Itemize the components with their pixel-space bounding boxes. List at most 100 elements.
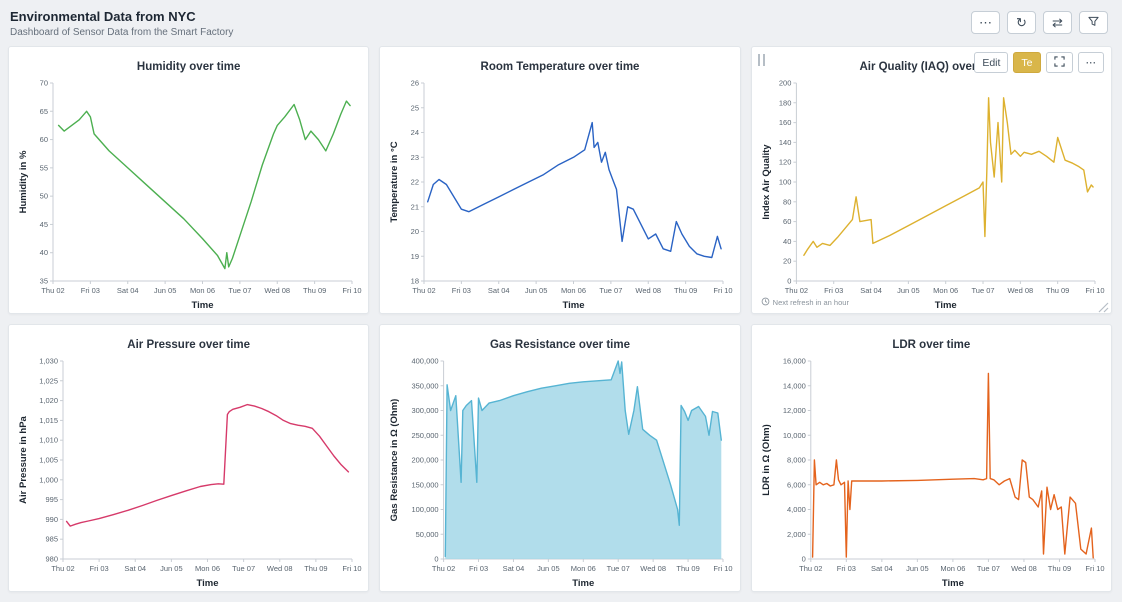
svg-text:1,010: 1,010 bbox=[39, 436, 58, 445]
refresh-button[interactable]: ↻ bbox=[1007, 11, 1036, 34]
ldr-chart: 0 2,000 4,000 6,000 8,000 10,000 12,000 14,000 1… bbox=[758, 353, 1105, 590]
air-quality-chart: 0 20 40 60 80 100 120 140 160 180 200 Thu 02 Fri 03 S… bbox=[758, 75, 1105, 312]
svg-text:1,030: 1,030 bbox=[39, 357, 58, 366]
svg-text:35: 35 bbox=[40, 277, 48, 286]
svg-text:1,020: 1,020 bbox=[39, 396, 58, 405]
svg-text:Fri 10: Fri 10 bbox=[714, 286, 733, 295]
panel-more-button[interactable]: ⋯ bbox=[1077, 52, 1104, 73]
dashboard-header: Environmental Data from NYC Dashboard of… bbox=[0, 0, 1122, 42]
svg-text:985: 985 bbox=[45, 535, 58, 544]
svg-text:Fri 03: Fri 03 bbox=[90, 564, 109, 573]
resize-columns-button[interactable]: ⇄ bbox=[1043, 11, 1072, 34]
svg-text:0: 0 bbox=[801, 555, 805, 564]
chart-title: LDR over time bbox=[892, 339, 971, 351]
svg-text:Fri 03: Fri 03 bbox=[452, 286, 471, 295]
svg-text:Tue 07: Tue 07 bbox=[971, 286, 994, 295]
svg-text:0: 0 bbox=[435, 555, 439, 564]
svg-text:Thu 09: Thu 09 bbox=[1047, 564, 1070, 573]
svg-text:25: 25 bbox=[411, 103, 419, 112]
svg-text:1,000: 1,000 bbox=[39, 475, 58, 484]
chart-svg: 0 20 40 60 80 100 120 140 160 180 200 Thu 02 Fri 03 S… bbox=[761, 79, 1105, 312]
svg-text:4,000: 4,000 bbox=[787, 505, 806, 514]
ellipsis-icon: ⋯ bbox=[979, 15, 992, 30]
svg-text:14,000: 14,000 bbox=[783, 381, 806, 390]
room-temperature-chart: 18 19 20 21 22 23 24 25 26 Thu 02 Fri 03 Sat 04 Jun … bbox=[386, 75, 733, 312]
svg-text:Thu 02: Thu 02 bbox=[41, 286, 64, 295]
svg-text:Mon 06: Mon 06 bbox=[561, 286, 586, 295]
svg-text:80: 80 bbox=[783, 197, 791, 206]
svg-text:Thu 02: Thu 02 bbox=[413, 286, 436, 295]
svg-text:Mon 06: Mon 06 bbox=[940, 564, 965, 573]
svg-text:Fri 10: Fri 10 bbox=[714, 564, 733, 573]
svg-text:70: 70 bbox=[40, 79, 48, 88]
svg-text:Tue 07: Tue 07 bbox=[977, 564, 1000, 573]
svg-text:Fri 03: Fri 03 bbox=[81, 286, 100, 295]
chart-title: Air Quality (IAQ) over time bbox=[859, 61, 1004, 73]
svg-text:Tue 07: Tue 07 bbox=[232, 564, 255, 573]
svg-text:24: 24 bbox=[411, 128, 419, 137]
air-pressure-chart: 980 985 990 995 1,000 1,005 1,010 1,015 1,020 1,0… bbox=[15, 353, 362, 590]
svg-text:Fri 10: Fri 10 bbox=[342, 286, 361, 295]
svg-text:1,015: 1,015 bbox=[39, 416, 58, 425]
svg-text:50: 50 bbox=[40, 192, 48, 201]
svg-text:21: 21 bbox=[411, 202, 419, 211]
svg-text:0: 0 bbox=[787, 277, 791, 286]
svg-text:Air Pressure in hPa: Air Pressure in hPa bbox=[18, 415, 29, 503]
svg-text:20: 20 bbox=[783, 257, 791, 266]
svg-text:23: 23 bbox=[411, 153, 419, 162]
panel-toolbar: Edit Te ⋯ bbox=[974, 52, 1104, 73]
svg-text:8,000: 8,000 bbox=[787, 456, 806, 465]
svg-text:Jun 05: Jun 05 bbox=[897, 286, 920, 295]
header-toolbar: ⋯ ↻ ⇄ bbox=[971, 11, 1108, 34]
chart-svg: 18 19 20 21 22 23 24 25 26 Thu 02 Fri 03 Sat 04 Jun … bbox=[389, 79, 733, 312]
svg-text:Thu 02: Thu 02 bbox=[784, 286, 807, 295]
svg-text:Mon 06: Mon 06 bbox=[933, 286, 958, 295]
svg-text:400,000: 400,000 bbox=[412, 357, 439, 366]
svg-text:LDR in Ω (Ohm): LDR in Ω (Ohm) bbox=[761, 424, 772, 495]
svg-text:45: 45 bbox=[40, 220, 48, 229]
svg-text:Time: Time bbox=[196, 578, 218, 589]
svg-text:Time: Time bbox=[563, 300, 585, 311]
svg-text:Wed 08: Wed 08 bbox=[1011, 564, 1037, 573]
svg-text:Wed 08: Wed 08 bbox=[641, 564, 667, 573]
filter-button[interactable] bbox=[1079, 11, 1108, 34]
clock-icon bbox=[761, 297, 770, 308]
svg-text:Fri 03: Fri 03 bbox=[469, 564, 488, 573]
chart-title: Room Temperature over time bbox=[480, 61, 640, 73]
resize-handle[interactable] bbox=[1098, 300, 1109, 313]
more-options-button[interactable]: ⋯ bbox=[971, 11, 1000, 34]
chart-panel-room-temperature: Room Temperature over time 18 19 20 21 22 23 2… bbox=[379, 46, 741, 314]
fullscreen-button[interactable] bbox=[1045, 52, 1073, 73]
te-button[interactable]: Te bbox=[1013, 52, 1041, 73]
svg-text:150,000: 150,000 bbox=[412, 480, 439, 489]
chart-panel-air-pressure: Air Pressure over time 980 985 990 995 1,000… bbox=[8, 324, 370, 592]
chart-title: Humidity over time bbox=[136, 61, 241, 73]
svg-text:Jun 05: Jun 05 bbox=[906, 564, 929, 573]
svg-text:250,000: 250,000 bbox=[412, 431, 439, 440]
svg-text:26: 26 bbox=[411, 79, 419, 88]
drag-handle-icon[interactable] bbox=[757, 54, 765, 66]
svg-text:980: 980 bbox=[45, 555, 58, 564]
svg-text:Jun 05: Jun 05 bbox=[154, 286, 177, 295]
svg-text:65: 65 bbox=[40, 107, 48, 116]
refresh-note-text: Next refresh in an hour bbox=[772, 298, 849, 307]
refresh-note: Next refresh in an hour bbox=[761, 297, 849, 308]
edit-button[interactable]: Edit bbox=[974, 52, 1009, 73]
svg-text:40: 40 bbox=[783, 237, 791, 246]
svg-text:60: 60 bbox=[783, 217, 791, 226]
svg-text:Sat 04: Sat 04 bbox=[488, 286, 510, 295]
svg-text:40: 40 bbox=[40, 248, 48, 257]
chart-title: Gas Resistance over time bbox=[489, 339, 630, 351]
refresh-icon: ↻ bbox=[1016, 15, 1027, 30]
svg-text:50,000: 50,000 bbox=[416, 530, 439, 539]
svg-text:300,000: 300,000 bbox=[412, 406, 439, 415]
svg-text:Thu 09: Thu 09 bbox=[304, 564, 327, 573]
svg-text:Mon 06: Mon 06 bbox=[571, 564, 596, 573]
svg-text:160: 160 bbox=[779, 118, 792, 127]
svg-text:2,000: 2,000 bbox=[787, 530, 806, 539]
svg-text:Fri 03: Fri 03 bbox=[824, 286, 843, 295]
svg-text:22: 22 bbox=[411, 178, 419, 187]
dashboard-grid: Humidity over time 35 40 45 50 55 60 65 70 Thu 0… bbox=[0, 42, 1122, 602]
page-subtitle: Dashboard of Sensor Data from the Smart … bbox=[10, 27, 234, 38]
svg-text:Humidity in %: Humidity in % bbox=[18, 150, 29, 213]
